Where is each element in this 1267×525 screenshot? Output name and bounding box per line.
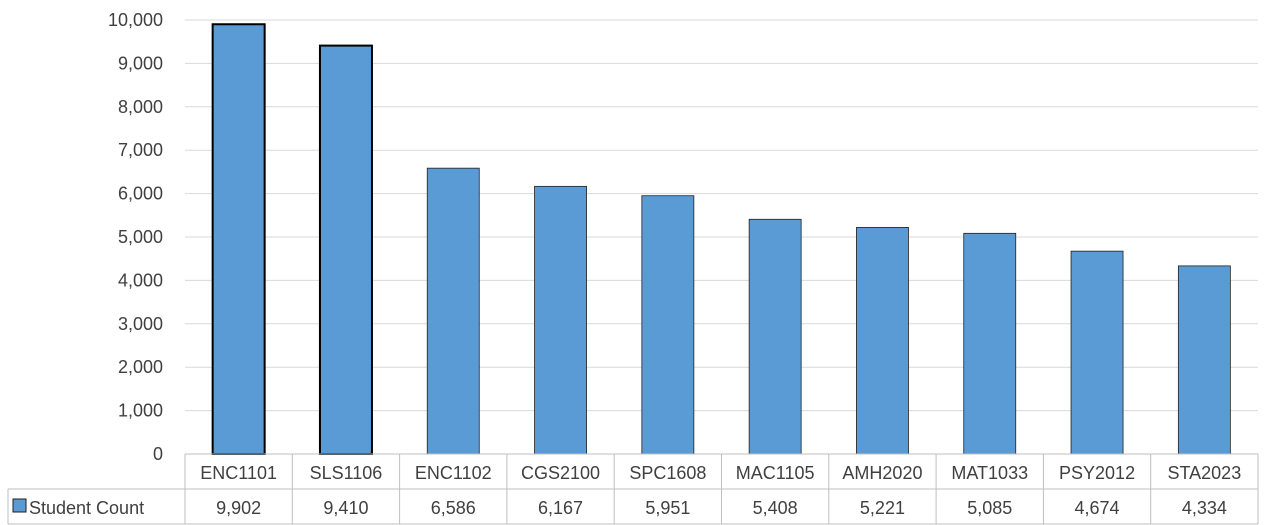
data-label: 9,410	[323, 498, 368, 518]
y-tick-label: 9,000	[118, 53, 163, 73]
data-label: 5,408	[753, 498, 798, 518]
series-name-label: Student Count	[29, 498, 144, 518]
data-label: 4,334	[1182, 498, 1227, 518]
data-label: 6,586	[431, 498, 476, 518]
bar-mac1105	[748, 218, 802, 455]
y-tick-label: 4,000	[118, 270, 163, 290]
x-tick-label: MAT1033	[951, 463, 1028, 483]
bar-enc1101	[211, 23, 266, 455]
bar-spc1608	[641, 195, 695, 455]
bar-sta2023	[1177, 265, 1231, 455]
bar-enc1102	[426, 167, 480, 455]
x-tick-label: ENC1102	[415, 463, 492, 483]
bar-psy2012	[1070, 250, 1124, 455]
bar-amh2020	[856, 227, 909, 455]
y-tick-label: 6,000	[118, 184, 163, 204]
x-tick-label: CGS2100	[521, 463, 600, 483]
y-tick-label: 7,000	[118, 140, 163, 160]
y-tick-label: 2,000	[118, 357, 163, 377]
y-axis-tick-labels: 0 1,000 2,000 3,000 4,000 5,000 6,000 7,000 8,00…	[108, 10, 163, 464]
x-tick-label: MAC1105	[736, 463, 815, 483]
data-label: 9,902	[216, 498, 261, 518]
bars	[211, 23, 1231, 456]
y-tick-label: 1,000	[118, 401, 163, 421]
x-tick-label: SLS1106	[310, 463, 383, 483]
legend-swatch	[12, 498, 27, 513]
bar-cgs2100	[534, 185, 587, 455]
y-tick-label: 3,000	[118, 314, 163, 334]
y-tick-label: 10,000	[108, 10, 163, 30]
x-tick-label: SPC1608	[629, 463, 706, 483]
data-label: 5,951	[645, 498, 690, 518]
data-label: 4,674	[1075, 498, 1120, 518]
data-table: ENC1101 9,902 SLS1106 9,410 ENC1102 6,586 CGS2…	[7, 453, 1259, 525]
bar-mat1033	[963, 232, 1017, 455]
bar-sls1106	[318, 44, 373, 456]
x-tick-label: STA2023	[1167, 463, 1241, 483]
data-label: 5,085	[967, 498, 1012, 518]
data-label: 6,167	[538, 498, 583, 518]
x-tick-label: AMH2020	[842, 463, 922, 483]
data-label: 5,221	[860, 498, 905, 518]
y-tick-label: 8,000	[118, 97, 163, 117]
y-tick-label: 0	[153, 444, 163, 464]
y-tick-label: 5,000	[118, 227, 163, 247]
x-tick-label: ENC1101	[200, 463, 277, 483]
x-tick-label: PSY2012	[1059, 463, 1135, 483]
